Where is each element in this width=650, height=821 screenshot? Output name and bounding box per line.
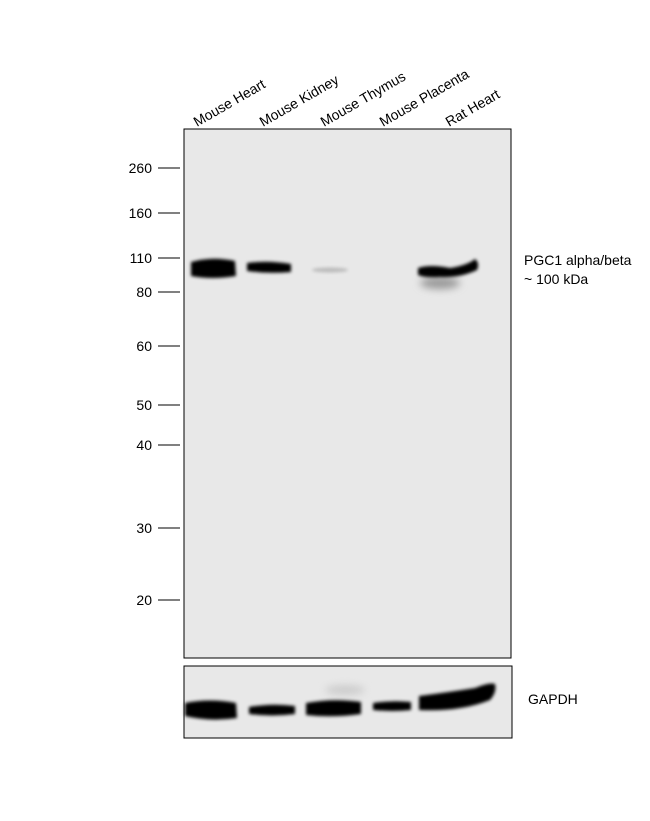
marker-label: 20 <box>136 592 152 608</box>
marker-label: 80 <box>136 284 152 300</box>
marker-label: 60 <box>136 338 152 354</box>
marker-label: 30 <box>136 520 152 536</box>
marker-ladder: 260 160 110 80 60 50 40 30 20 <box>129 160 180 608</box>
lane-label: Rat Heart <box>443 86 503 130</box>
band <box>419 683 496 711</box>
marker-label: 40 <box>136 437 152 453</box>
band <box>418 259 479 278</box>
main-blot <box>183 128 512 659</box>
main-bands <box>191 258 479 289</box>
marker-label: 160 <box>129 205 153 221</box>
band <box>306 700 361 717</box>
loading-bands <box>185 683 496 720</box>
band-smear <box>325 685 365 695</box>
marker-label: 260 <box>129 160 153 176</box>
band <box>373 701 411 711</box>
band <box>249 704 295 716</box>
lane-label: Mouse Heart <box>191 76 269 130</box>
target-name: PGC1 alpha/beta <box>524 252 632 268</box>
marker-label: 50 <box>136 397 152 413</box>
band-smear <box>420 277 460 289</box>
band <box>185 700 237 720</box>
marker-label: 110 <box>130 250 153 266</box>
target-size: ~ 100 kDa <box>524 271 588 287</box>
band <box>191 258 236 278</box>
loading-control-label: GAPDH <box>528 691 578 707</box>
band <box>312 267 348 273</box>
band <box>247 261 291 273</box>
